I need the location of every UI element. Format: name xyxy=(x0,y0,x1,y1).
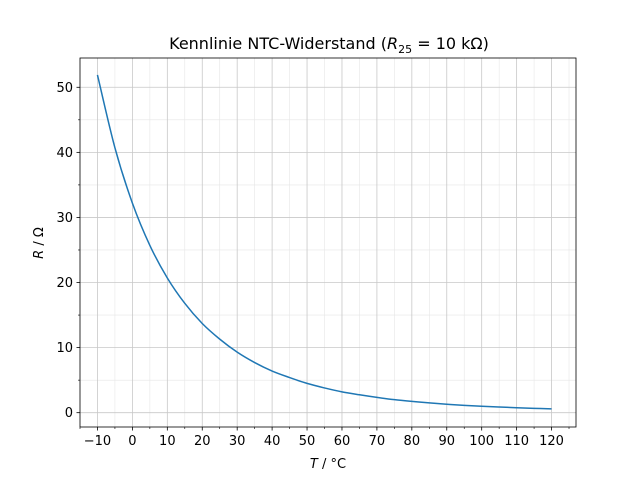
x-tick-label: 100 xyxy=(469,434,494,449)
x-tick-label: 50 xyxy=(299,434,316,449)
series-line-ntc-resistance xyxy=(96,74,552,410)
minor-grid xyxy=(79,58,576,427)
x-tick-label: −10 xyxy=(84,434,111,449)
x-tick-label: 90 xyxy=(438,434,455,449)
y-tick-label: 40 xyxy=(56,146,73,161)
x-axis-ticks: −10 0 10 20 30 40 50 60 70 80 90 100 110 120 xyxy=(79,427,570,449)
x-tick-label: 110 xyxy=(504,434,529,449)
x-tick-label: 0 xyxy=(128,434,136,449)
major-grid xyxy=(80,58,576,427)
y-tick-label: 20 xyxy=(56,276,73,291)
x-tick-label: 30 xyxy=(229,434,246,449)
plot-area-frame xyxy=(79,57,577,428)
chart-title: Kennlinie NTC-Widerstand (R25 = 10 kΩ) xyxy=(169,34,489,56)
y-axis-ticks: 0 10 20 30 40 50 xyxy=(56,81,80,421)
x-tick-label: 80 xyxy=(404,434,421,449)
y-axis-label: R / Ω xyxy=(32,227,47,259)
y-tick-label: 10 xyxy=(56,341,73,356)
y-tick-label: 0 xyxy=(65,406,73,421)
x-tick-label: 40 xyxy=(264,434,281,449)
x-tick-label: 20 xyxy=(194,434,211,449)
x-tick-label: 70 xyxy=(369,434,386,449)
x-tick-label: 60 xyxy=(334,434,351,449)
x-axis-label: T / °C xyxy=(310,457,346,472)
y-tick-label: 50 xyxy=(56,81,73,96)
y-tick-label: 30 xyxy=(56,211,73,226)
x-tick-label: 10 xyxy=(159,434,176,449)
x-tick-label: 120 xyxy=(539,434,564,449)
